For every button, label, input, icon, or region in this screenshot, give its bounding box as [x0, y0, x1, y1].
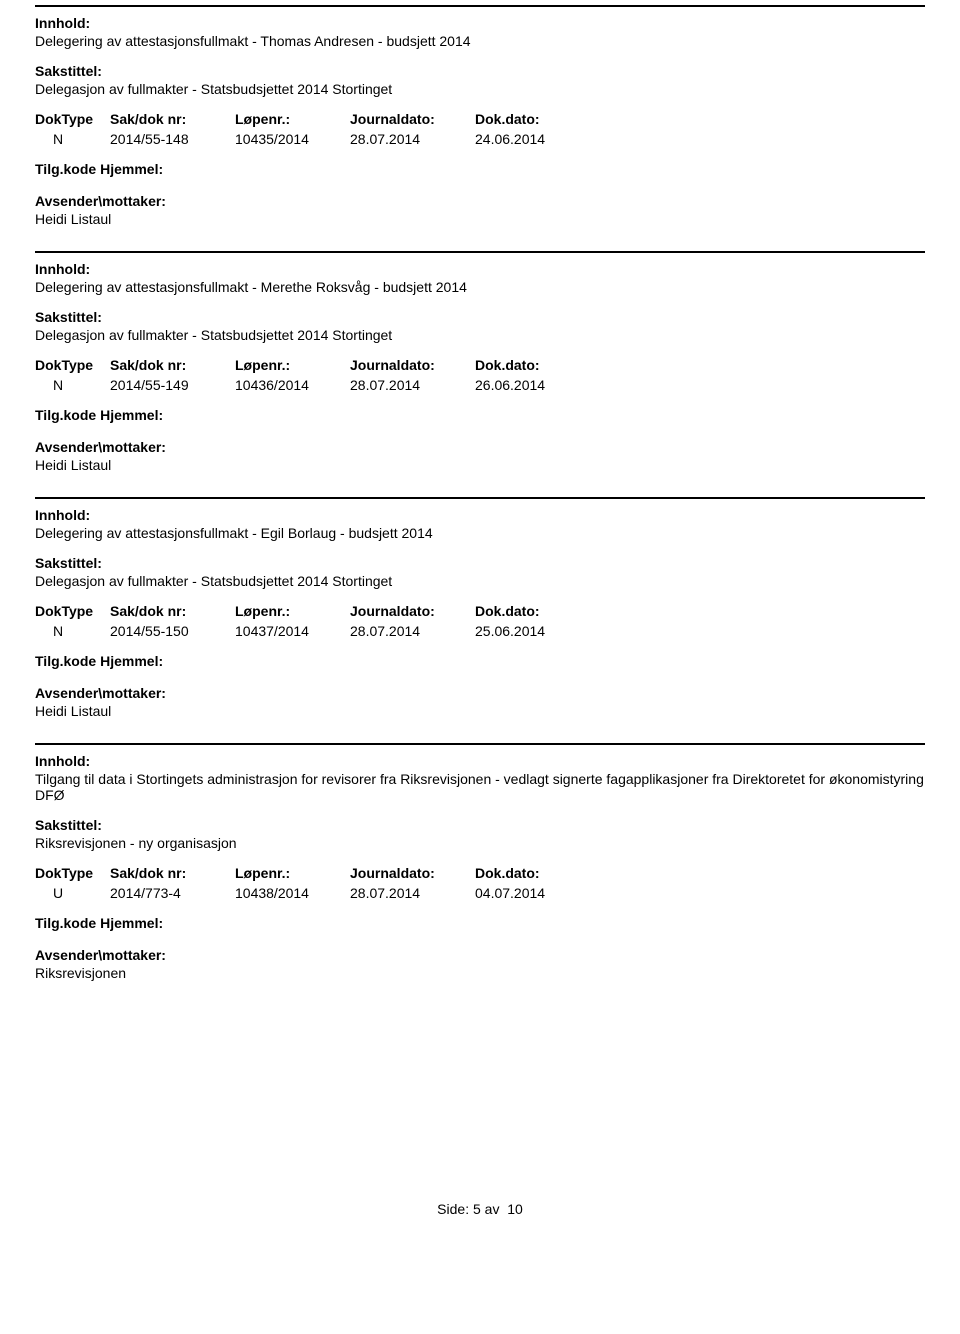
- sakdok-value: 2014/55-150: [110, 623, 235, 639]
- doktype-header: DokType: [35, 603, 110, 619]
- column-headers: DokType Sak/dok nr: Løpenr.: Journaldato…: [35, 111, 925, 127]
- journaldato-value: 28.07.2014: [350, 377, 475, 393]
- tilgkode-hjemmel: Tilg.kode Hjemmel:: [35, 407, 925, 423]
- column-headers: DokType Sak/dok nr: Løpenr.: Journaldato…: [35, 865, 925, 881]
- side-label: Side:: [437, 1201, 469, 1217]
- journaldato-header: Journaldato:: [350, 603, 475, 619]
- dokdato-value: 24.06.2014: [475, 131, 595, 147]
- lopenr-value: 10435/2014: [235, 131, 350, 147]
- column-headers: DokType Sak/dok nr: Løpenr.: Journaldato…: [35, 603, 925, 619]
- doktype-header: DokType: [35, 865, 110, 881]
- journal-entry: Innhold: Tilgang til data i Stortingets …: [35, 743, 925, 981]
- avsender-value: Heidi Listaul: [35, 703, 925, 719]
- lopenr-value: 10437/2014: [235, 623, 350, 639]
- sakstittel-label: Sakstittel:: [35, 309, 925, 325]
- page-current: 5: [473, 1201, 481, 1217]
- dokdato-value: 25.06.2014: [475, 623, 595, 639]
- sakdok-header: Sak/dok nr:: [110, 357, 235, 373]
- doktype-value: N: [35, 377, 110, 393]
- tilgkode-label: Tilg.kode: [35, 915, 96, 931]
- lopenr-header: Løpenr.:: [235, 865, 350, 881]
- column-headers: DokType Sak/dok nr: Løpenr.: Journaldato…: [35, 357, 925, 373]
- doktype-header: DokType: [35, 111, 110, 127]
- doktype-header: DokType: [35, 357, 110, 373]
- avsender-value: Heidi Listaul: [35, 211, 925, 227]
- avsender-label: Avsender\mottaker:: [35, 685, 925, 701]
- content-text: Delegering av attestasjonsfullmakt - Egi…: [35, 525, 925, 541]
- case-title-text: Delegasjon av fullmakter - Statsbudsjett…: [35, 327, 925, 343]
- hjemmel-label: Hjemmel:: [100, 161, 163, 177]
- journaldato-header: Journaldato:: [350, 865, 475, 881]
- sakdok-header: Sak/dok nr:: [110, 111, 235, 127]
- tilgkode-label: Tilg.kode: [35, 653, 96, 669]
- doktype-value: N: [35, 131, 110, 147]
- journal-entry: Innhold: Delegering av attestasjonsfullm…: [35, 497, 925, 719]
- lopenr-value: 10438/2014: [235, 885, 350, 901]
- sakstittel-label: Sakstittel:: [35, 555, 925, 571]
- lopenr-header: Løpenr.:: [235, 357, 350, 373]
- journal-entry: Innhold: Delegering av attestasjonsfullm…: [35, 251, 925, 473]
- page-total: 10: [507, 1201, 523, 1217]
- tilgkode-hjemmel: Tilg.kode Hjemmel:: [35, 161, 925, 177]
- dokdato-header: Dok.dato:: [475, 865, 595, 881]
- content-text: Delegering av attestasjonsfullmakt - Mer…: [35, 279, 925, 295]
- hjemmel-label: Hjemmel:: [100, 915, 163, 931]
- innhold-label: Innhold:: [35, 15, 925, 31]
- sakstittel-label: Sakstittel:: [35, 817, 925, 833]
- tilgkode-label: Tilg.kode: [35, 407, 96, 423]
- page-footer: Side: 5 av 10: [35, 1201, 925, 1217]
- innhold-label: Innhold:: [35, 753, 925, 769]
- column-values: U 2014/773-4 10438/2014 28.07.2014 04.07…: [35, 885, 925, 901]
- dokdato-value: 04.07.2014: [475, 885, 595, 901]
- hjemmel-label: Hjemmel:: [100, 407, 163, 423]
- innhold-label: Innhold:: [35, 507, 925, 523]
- lopenr-value: 10436/2014: [235, 377, 350, 393]
- column-values: N 2014/55-149 10436/2014 28.07.2014 26.0…: [35, 377, 925, 393]
- avsender-label: Avsender\mottaker:: [35, 193, 925, 209]
- sakdok-value: 2014/773-4: [110, 885, 235, 901]
- avsender-label: Avsender\mottaker:: [35, 947, 925, 963]
- column-values: N 2014/55-148 10435/2014 28.07.2014 24.0…: [35, 131, 925, 147]
- journaldato-value: 28.07.2014: [350, 623, 475, 639]
- case-title-text: Delegasjon av fullmakter - Statsbudsjett…: [35, 81, 925, 97]
- journaldato-header: Journaldato:: [350, 357, 475, 373]
- content-text: Delegering av attestasjonsfullmakt - Tho…: [35, 33, 925, 49]
- tilgkode-hjemmel: Tilg.kode Hjemmel:: [35, 653, 925, 669]
- dokdato-header: Dok.dato:: [475, 111, 595, 127]
- column-values: N 2014/55-150 10437/2014 28.07.2014 25.0…: [35, 623, 925, 639]
- content-text: Tilgang til data i Stortingets administr…: [35, 771, 925, 803]
- tilgkode-hjemmel: Tilg.kode Hjemmel:: [35, 915, 925, 931]
- av-label: av: [485, 1201, 500, 1217]
- avsender-label: Avsender\mottaker:: [35, 439, 925, 455]
- sakdok-header: Sak/dok nr:: [110, 865, 235, 881]
- sakstittel-label: Sakstittel:: [35, 63, 925, 79]
- sakdok-value: 2014/55-148: [110, 131, 235, 147]
- doktype-value: N: [35, 623, 110, 639]
- tilgkode-label: Tilg.kode: [35, 161, 96, 177]
- journal-entry: Innhold: Delegering av attestasjonsfullm…: [35, 5, 925, 227]
- journaldato-value: 28.07.2014: [350, 885, 475, 901]
- dokdato-header: Dok.dato:: [475, 603, 595, 619]
- dokdato-value: 26.06.2014: [475, 377, 595, 393]
- sakdok-header: Sak/dok nr:: [110, 603, 235, 619]
- sakdok-value: 2014/55-149: [110, 377, 235, 393]
- innhold-label: Innhold:: [35, 261, 925, 277]
- hjemmel-label: Hjemmel:: [100, 653, 163, 669]
- journaldato-value: 28.07.2014: [350, 131, 475, 147]
- case-title-text: Delegasjon av fullmakter - Statsbudsjett…: [35, 573, 925, 589]
- dokdato-header: Dok.dato:: [475, 357, 595, 373]
- lopenr-header: Løpenr.:: [235, 111, 350, 127]
- avsender-value: Riksrevisjonen: [35, 965, 925, 981]
- avsender-value: Heidi Listaul: [35, 457, 925, 473]
- doktype-value: U: [35, 885, 110, 901]
- journaldato-header: Journaldato:: [350, 111, 475, 127]
- lopenr-header: Løpenr.:: [235, 603, 350, 619]
- case-title-text: Riksrevisjonen - ny organisasjon: [35, 835, 925, 851]
